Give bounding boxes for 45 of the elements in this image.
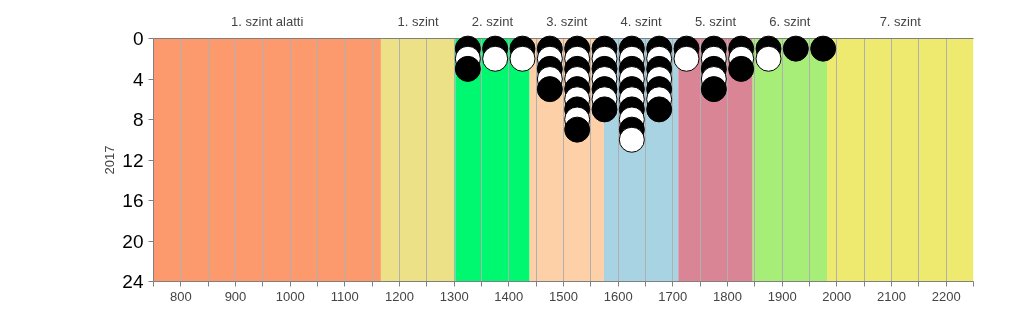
y-tick-label: 0 [132, 28, 144, 49]
point [482, 45, 509, 72]
point [755, 45, 782, 72]
x-tick-label: 900 [224, 288, 247, 304]
x-tick-label: 1200 [385, 288, 414, 304]
x-tick-label: 1700 [658, 288, 688, 304]
point [454, 55, 481, 82]
x-tick-label: 1600 [603, 288, 633, 304]
y-axis-title: 2017 [102, 145, 118, 175]
band-label: 1. szint [397, 13, 440, 29]
band-label: 4. szint [620, 13, 663, 29]
point [536, 76, 563, 103]
band-label: 3. szint [546, 13, 588, 29]
x-tick-label: 1500 [549, 288, 578, 304]
y-tick-label: 20 [122, 230, 144, 252]
point [810, 35, 837, 62]
point [782, 35, 809, 62]
band-label: 6. szint [769, 13, 811, 29]
point [591, 96, 618, 123]
point [673, 45, 700, 72]
x-tick-label: 1900 [767, 288, 797, 304]
x-tick-label: 1800 [713, 288, 742, 304]
point [509, 45, 536, 72]
x-tick-label: 1000 [275, 288, 305, 304]
x-tick-label: 800 [169, 288, 192, 304]
x-tick-label: 1400 [494, 288, 524, 304]
y-tick-label: 8 [132, 109, 144, 130]
point [564, 116, 591, 143]
x-tick-label: 2000 [822, 288, 852, 304]
band-label: 2. szint [471, 13, 514, 29]
point [728, 55, 755, 82]
y-tick-label: 24 [122, 271, 144, 292]
point [618, 126, 645, 153]
y-tick-label: 12 [122, 149, 144, 171]
y-tick-label: 4 [132, 68, 144, 90]
band-label: 1. szint alatti [231, 13, 304, 29]
band-label: 7. szint [879, 13, 922, 29]
x-tick-label: 1300 [439, 288, 469, 304]
point [646, 96, 673, 123]
x-tick-label: 1100 [330, 288, 359, 304]
x-tick-label: 2100 [877, 288, 906, 304]
band-label: 5. szint [694, 13, 737, 29]
x-tick-label: 2200 [931, 288, 961, 304]
y-tick-label: 16 [122, 190, 144, 211]
point [700, 76, 727, 103]
